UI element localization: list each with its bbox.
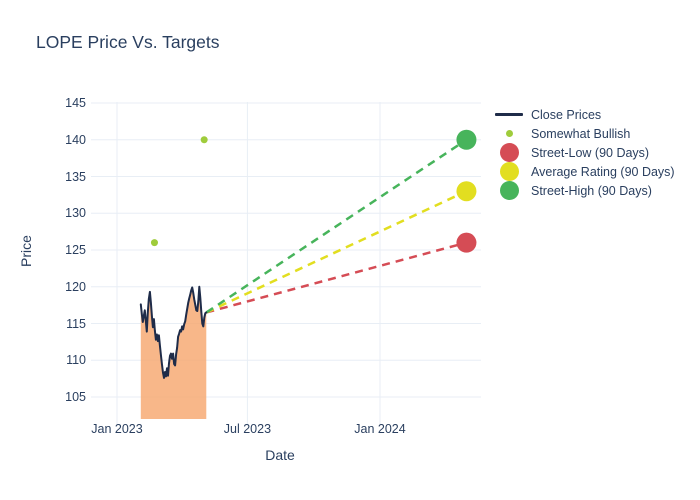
- legend-item-somewhat-bullish[interactable]: Somewhat Bullish: [495, 124, 675, 143]
- y-tick-label: 105: [65, 390, 86, 404]
- x-tick-label: Jan 2024: [354, 422, 406, 436]
- y-tick-label: 125: [65, 243, 86, 257]
- target-projection-line: [206, 241, 467, 314]
- close-price-area-fill: [140, 286, 207, 419]
- legend-item-close-prices[interactable]: Close Prices: [495, 105, 675, 124]
- street-high-circle-swatch: [495, 181, 523, 200]
- y-tick-label: 130: [65, 206, 86, 221]
- y-tick-label: 145: [65, 96, 86, 110]
- somewhat-bullish-marker[interactable]: [150, 239, 158, 247]
- target-marker[interactable]: [456, 129, 477, 150]
- legend-label: Somewhat Bullish: [531, 126, 631, 141]
- average-rating-circle-swatch: [495, 162, 523, 181]
- target-projection-line: [205, 190, 467, 314]
- legend-label: Street-Low (90 Days): [531, 145, 650, 160]
- target-projection-line: [205, 138, 468, 314]
- y-tick-label: 140: [65, 132, 86, 147]
- legend-label: Average Rating (90 Days): [531, 164, 675, 179]
- y-axis-title: Price: [18, 235, 34, 267]
- y-tick-label: 115: [66, 316, 86, 331]
- y-tick-label: 135: [65, 169, 86, 184]
- somewhat-bullish-dot-swatch: [495, 130, 523, 137]
- target-marker[interactable]: [456, 232, 477, 253]
- y-tick-label: 110: [66, 353, 86, 368]
- legend-item-street-low[interactable]: Street-Low (90 Days): [495, 143, 675, 162]
- x-axis-title: Date: [265, 447, 295, 463]
- legend-label: Street-High (90 Days): [531, 183, 652, 198]
- close-prices-line-swatch: [495, 113, 523, 116]
- y-tick-label: 120: [65, 279, 86, 294]
- x-tick-label: Jul 2023: [223, 422, 272, 436]
- target-marker[interactable]: [456, 181, 477, 202]
- legend-item-street-high[interactable]: Street-High (90 Days): [495, 181, 675, 200]
- legend: Close Prices Somewhat Bullish Street-Low…: [495, 105, 675, 200]
- chart-title: LOPE Price Vs. Targets: [36, 32, 220, 52]
- close-price-line[interactable]: [139, 285, 208, 379]
- somewhat-bullish-marker[interactable]: [200, 136, 208, 144]
- legend-item-average-rating[interactable]: Average Rating (90 Days): [495, 162, 675, 181]
- x-tick-label: Jan 2023: [91, 422, 143, 436]
- legend-label: Close Prices: [531, 107, 602, 122]
- street-low-circle-swatch: [495, 143, 523, 162]
